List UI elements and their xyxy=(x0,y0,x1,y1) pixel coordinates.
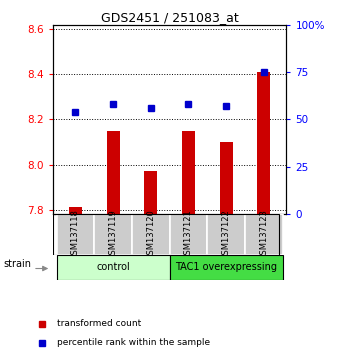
Text: GSM137118: GSM137118 xyxy=(71,209,80,260)
Title: GDS2451 / 251083_at: GDS2451 / 251083_at xyxy=(101,11,238,24)
Text: GSM137119: GSM137119 xyxy=(109,209,118,260)
Bar xyxy=(132,214,170,255)
Text: transformed count: transformed count xyxy=(57,319,142,329)
Bar xyxy=(182,131,195,214)
Text: GSM137122: GSM137122 xyxy=(222,209,231,260)
Text: control: control xyxy=(96,262,130,272)
Bar xyxy=(57,255,170,280)
Text: GSM137123: GSM137123 xyxy=(260,209,268,260)
Bar xyxy=(170,214,207,255)
Text: TAC1 overexpressing: TAC1 overexpressing xyxy=(175,262,277,272)
Text: GSM137121: GSM137121 xyxy=(184,209,193,260)
Bar xyxy=(220,142,233,214)
Bar xyxy=(257,72,270,214)
Bar xyxy=(245,214,283,255)
Bar xyxy=(207,214,245,255)
Bar xyxy=(170,255,283,280)
Bar xyxy=(106,131,120,214)
Bar xyxy=(69,207,82,214)
Text: GSM137120: GSM137120 xyxy=(146,209,155,260)
Bar xyxy=(144,171,158,214)
Text: strain: strain xyxy=(3,258,31,269)
Bar xyxy=(57,214,94,255)
Bar xyxy=(94,214,132,255)
Text: percentile rank within the sample: percentile rank within the sample xyxy=(57,338,210,347)
